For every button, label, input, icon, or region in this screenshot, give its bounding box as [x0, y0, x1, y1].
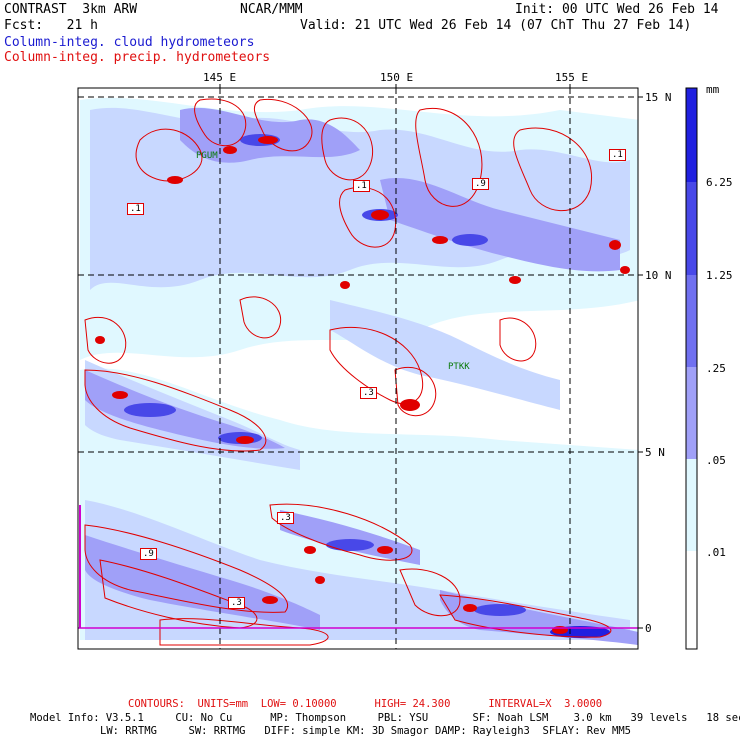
model-title: CONTRAST 3km ARW: [4, 2, 138, 17]
lat-label-eq: 0: [645, 622, 652, 635]
contour-label: .1: [353, 180, 370, 192]
colorbar-label-.25: .25: [706, 362, 726, 375]
contour-label: .3: [277, 512, 294, 524]
station-pgum: PGUM: [196, 151, 218, 161]
graticule: [78, 88, 638, 649]
tick-marks: [219, 84, 643, 629]
center-label: NCAR/MMM: [240, 2, 303, 17]
colorbar-label-6.25: 6.25: [706, 176, 733, 189]
precip-contours: [84, 98, 612, 646]
lat-label-10n: 10 N: [645, 269, 672, 282]
map-frame: [77, 87, 639, 650]
contour-label: .1: [127, 203, 144, 215]
valid-time: Valid: 21 UTC Wed 26 Feb 14 (07 ChT Thu …: [300, 18, 692, 33]
contours-info: CONTOURS: UNITS=mm LOW= 0.10000 HIGH= 24…: [128, 698, 603, 710]
lat-label-5n: 5 N: [645, 446, 665, 459]
contour-label: .3: [360, 387, 377, 399]
contour-label: .9: [140, 548, 157, 560]
lon-label-155: 155 E: [555, 71, 589, 84]
contour-label: .3: [228, 597, 245, 609]
contour-label: .1: [609, 149, 626, 161]
model-info-line1: Model Info: V3.5.1 CU: No Cu MP: Thompso…: [30, 712, 740, 724]
colorbar-label-1.25: 1.25: [706, 269, 733, 282]
lat-label-15n: 15 N: [645, 91, 672, 104]
station-ptkk: PTKK: [448, 362, 470, 372]
colorbar-label-.05: .05: [706, 454, 726, 467]
colorbar: [685, 87, 698, 650]
field-cloud-label: Column-integ. cloud hydrometeors: [4, 35, 255, 50]
lon-label-145: 145 E: [203, 71, 237, 84]
lon-label-150: 150 E: [380, 71, 414, 84]
field-precip-label: Column-integ. precip. hydrometeors: [4, 50, 271, 65]
contour-label: .9: [472, 178, 489, 190]
forecast-hour: Fcst: 21 h: [4, 18, 98, 33]
precip-cores: [95, 136, 630, 634]
model-info-line2: LW: RRTMG SW: RRTMG DIFF: simple KM: 3D …: [100, 725, 632, 737]
colorbar-unit: mm: [706, 83, 720, 96]
init-time: Init: 00 UTC Wed 26 Feb 14: [515, 2, 719, 17]
colorbar-label-.01: .01: [706, 546, 726, 559]
